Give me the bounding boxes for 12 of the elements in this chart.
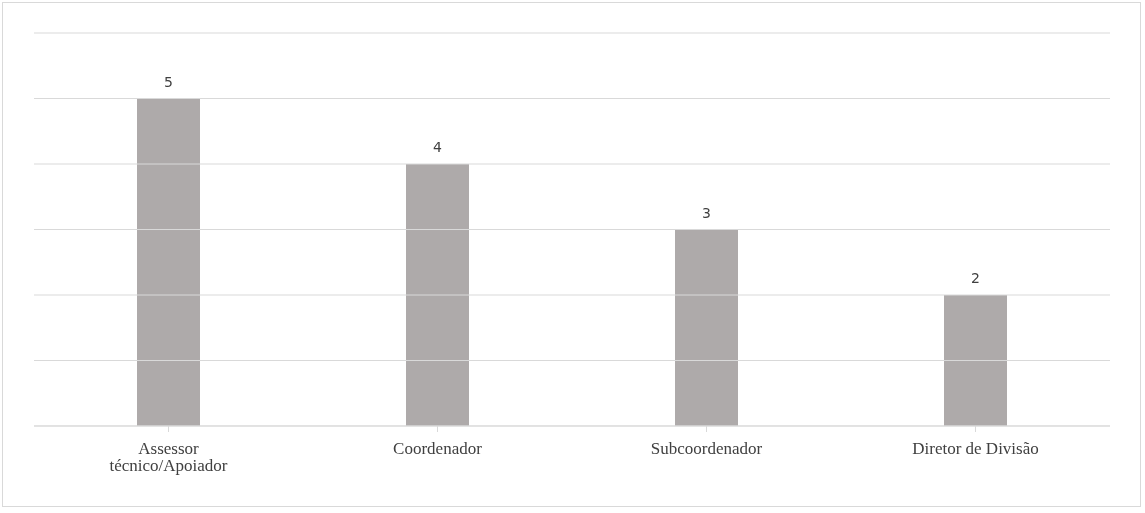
x-tick-label: Diretor de Divisão	[912, 439, 1039, 459]
bar	[137, 98, 200, 426]
x-tick-label: Assessor técnico/Apoiador	[109, 439, 228, 476]
data-label: 5	[164, 73, 173, 90]
data-label: 2	[971, 270, 980, 286]
bar	[406, 164, 469, 426]
bar	[944, 295, 1007, 426]
x-tick-label: Subcoordenador	[650, 439, 763, 459]
x-tick-label: Coordenador	[393, 439, 483, 459]
data-label: 3	[702, 204, 711, 221]
bar	[675, 229, 738, 426]
data-label: 4	[433, 139, 443, 155]
